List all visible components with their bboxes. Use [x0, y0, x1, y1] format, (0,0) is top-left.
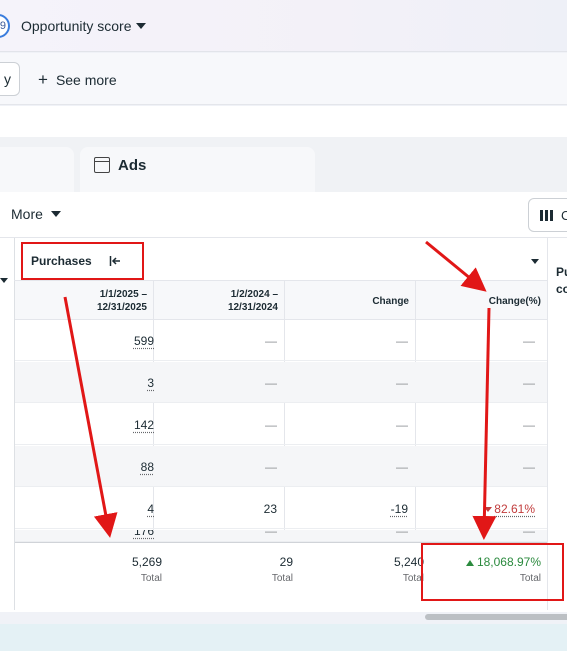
columns-icon: [540, 210, 554, 221]
table-row[interactable]: 176 — — —: [15, 530, 547, 542]
filter-bar: y + See more: [0, 53, 567, 105]
previous-value: —: [265, 530, 277, 538]
totals-row: 5,269 Total 29 Total 5,240 Total 18,068.…: [15, 542, 547, 610]
column-header-previous-period[interactable]: 1/2/2024 – 12/31/2024: [153, 281, 284, 320]
top-bar: 9 Opportunity score: [0, 0, 567, 52]
table-row[interactable]: 4 23 -19 82.61%: [15, 488, 547, 529]
purchases-value[interactable]: 3: [147, 376, 154, 390]
horizontal-scrollbar[interactable]: [425, 614, 567, 620]
table-row[interactable]: 3 — — —: [15, 362, 547, 403]
ads-icon: [94, 157, 110, 173]
chevron-down-icon[interactable]: [136, 23, 146, 29]
table-row[interactable]: 599 — — —: [15, 320, 547, 361]
tab-ads[interactable]: Ads: [80, 147, 315, 192]
purchases-value[interactable]: 142: [133, 418, 154, 432]
change-value: —: [396, 460, 408, 474]
purchases-group-header: Purchases: [14, 238, 547, 281]
purchases-value[interactable]: 176: [133, 530, 154, 538]
see-more-label: See more: [55, 72, 117, 88]
total-label: Total: [140, 573, 162, 584]
tab-previous[interactable]: [0, 147, 74, 192]
total-previous: 29: [279, 555, 293, 569]
total-label: Total: [519, 573, 541, 584]
previous-value: —: [265, 418, 277, 432]
column-divider: [284, 281, 285, 610]
level-tabs: Ads: [0, 137, 567, 192]
column-divider: [547, 238, 548, 610]
column-header-current-period[interactable]: 1/1/2025 – 12/31/2025: [15, 281, 153, 320]
total-change: 5,240: [393, 555, 424, 569]
purchases-value[interactable]: 88: [140, 460, 154, 474]
increase-icon: [465, 559, 474, 566]
change-percent-value: —: [523, 418, 535, 432]
footer-strip: [0, 624, 567, 651]
change-value: —: [396, 334, 408, 348]
chevron-down-icon[interactable]: [0, 278, 8, 283]
change-value: -19: [390, 502, 408, 516]
total-purchases: 5,269: [131, 555, 162, 569]
column-divider: [14, 238, 15, 610]
change-value: —: [396, 418, 408, 432]
header-strip: [0, 106, 567, 137]
decrease-icon: [484, 507, 493, 513]
data-table: Purchases Pu co 1/1/2025 – 12/31/2025 1/…: [0, 238, 567, 612]
chevron-down-icon[interactable]: [531, 259, 539, 264]
change-percent-value: —: [523, 530, 535, 538]
purchases-value[interactable]: 4: [147, 502, 154, 516]
table-row[interactable]: 88 — — —: [15, 446, 547, 487]
table-row[interactable]: 142 — — —: [15, 404, 547, 445]
chevron-down-icon[interactable]: [51, 211, 61, 217]
total-change-percent: 18,068.97%: [465, 555, 541, 569]
opportunity-score-badge[interactable]: 9: [0, 14, 10, 38]
purchases-header-label: Purchases: [31, 254, 92, 268]
previous-value: —: [265, 376, 277, 390]
change-percent-value: —: [523, 376, 535, 390]
filter-button[interactable]: y: [0, 62, 20, 96]
total-label: Total: [271, 573, 293, 584]
total-label: Total: [402, 573, 424, 584]
change-percent-value: —: [523, 460, 535, 474]
see-more-button[interactable]: + See more: [38, 70, 117, 90]
change-value: —: [396, 530, 408, 538]
table-toolbar: More C: [0, 192, 567, 238]
plus-icon: +: [38, 70, 48, 89]
tab-ads-label: Ads: [118, 157, 147, 174]
columns-button[interactable]: C: [528, 198, 567, 232]
change-percent-value: —: [523, 334, 535, 348]
more-button[interactable]: More: [11, 206, 43, 222]
previous-value: 23: [263, 502, 277, 516]
purchases-value[interactable]: 599: [133, 334, 154, 348]
column-header-change-percent[interactable]: Change(%): [415, 281, 547, 320]
column-divider: [415, 281, 416, 610]
previous-value: —: [265, 334, 277, 348]
columns-label: C: [561, 208, 567, 223]
collapse-column-icon[interactable]: [109, 255, 121, 267]
change-percent-value: 82.61%: [484, 502, 535, 516]
next-column-header: Pu co: [556, 265, 567, 296]
column-header-change[interactable]: Change: [284, 281, 415, 320]
previous-value: —: [265, 460, 277, 474]
change-value: —: [396, 376, 408, 390]
opportunity-score-label[interactable]: Opportunity score: [21, 18, 132, 34]
column-divider: [153, 281, 154, 610]
